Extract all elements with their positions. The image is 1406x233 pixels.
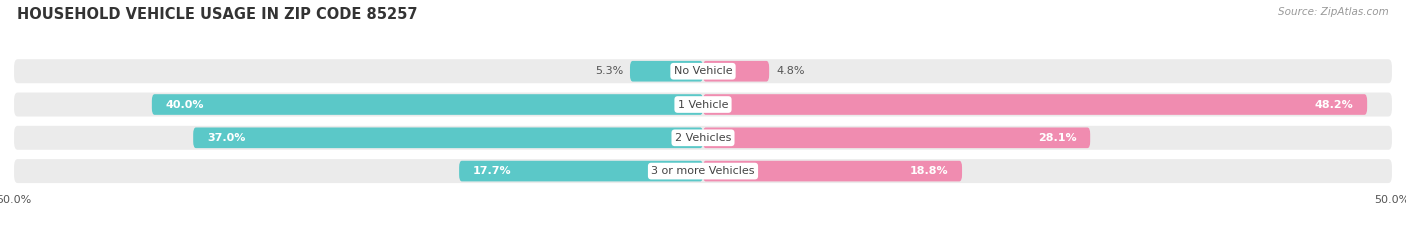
Text: 28.1%: 28.1% — [1038, 133, 1077, 143]
FancyBboxPatch shape — [152, 94, 703, 115]
FancyBboxPatch shape — [14, 59, 1392, 83]
Text: 4.8%: 4.8% — [776, 66, 804, 76]
Text: 40.0%: 40.0% — [166, 99, 204, 110]
FancyBboxPatch shape — [703, 61, 769, 82]
Text: Source: ZipAtlas.com: Source: ZipAtlas.com — [1278, 7, 1389, 17]
FancyBboxPatch shape — [14, 126, 1392, 150]
FancyBboxPatch shape — [460, 161, 703, 182]
Text: 18.8%: 18.8% — [910, 166, 948, 176]
Text: 17.7%: 17.7% — [472, 166, 512, 176]
FancyBboxPatch shape — [703, 161, 962, 182]
FancyBboxPatch shape — [14, 159, 1392, 183]
FancyBboxPatch shape — [703, 127, 1090, 148]
FancyBboxPatch shape — [14, 93, 1392, 116]
Text: 37.0%: 37.0% — [207, 133, 245, 143]
FancyBboxPatch shape — [703, 94, 1367, 115]
FancyBboxPatch shape — [193, 127, 703, 148]
Text: 1 Vehicle: 1 Vehicle — [678, 99, 728, 110]
Text: 5.3%: 5.3% — [595, 66, 623, 76]
Text: 48.2%: 48.2% — [1315, 99, 1354, 110]
Text: 2 Vehicles: 2 Vehicles — [675, 133, 731, 143]
Text: HOUSEHOLD VEHICLE USAGE IN ZIP CODE 85257: HOUSEHOLD VEHICLE USAGE IN ZIP CODE 8525… — [17, 7, 418, 22]
FancyBboxPatch shape — [630, 61, 703, 82]
Text: 3 or more Vehicles: 3 or more Vehicles — [651, 166, 755, 176]
Text: No Vehicle: No Vehicle — [673, 66, 733, 76]
